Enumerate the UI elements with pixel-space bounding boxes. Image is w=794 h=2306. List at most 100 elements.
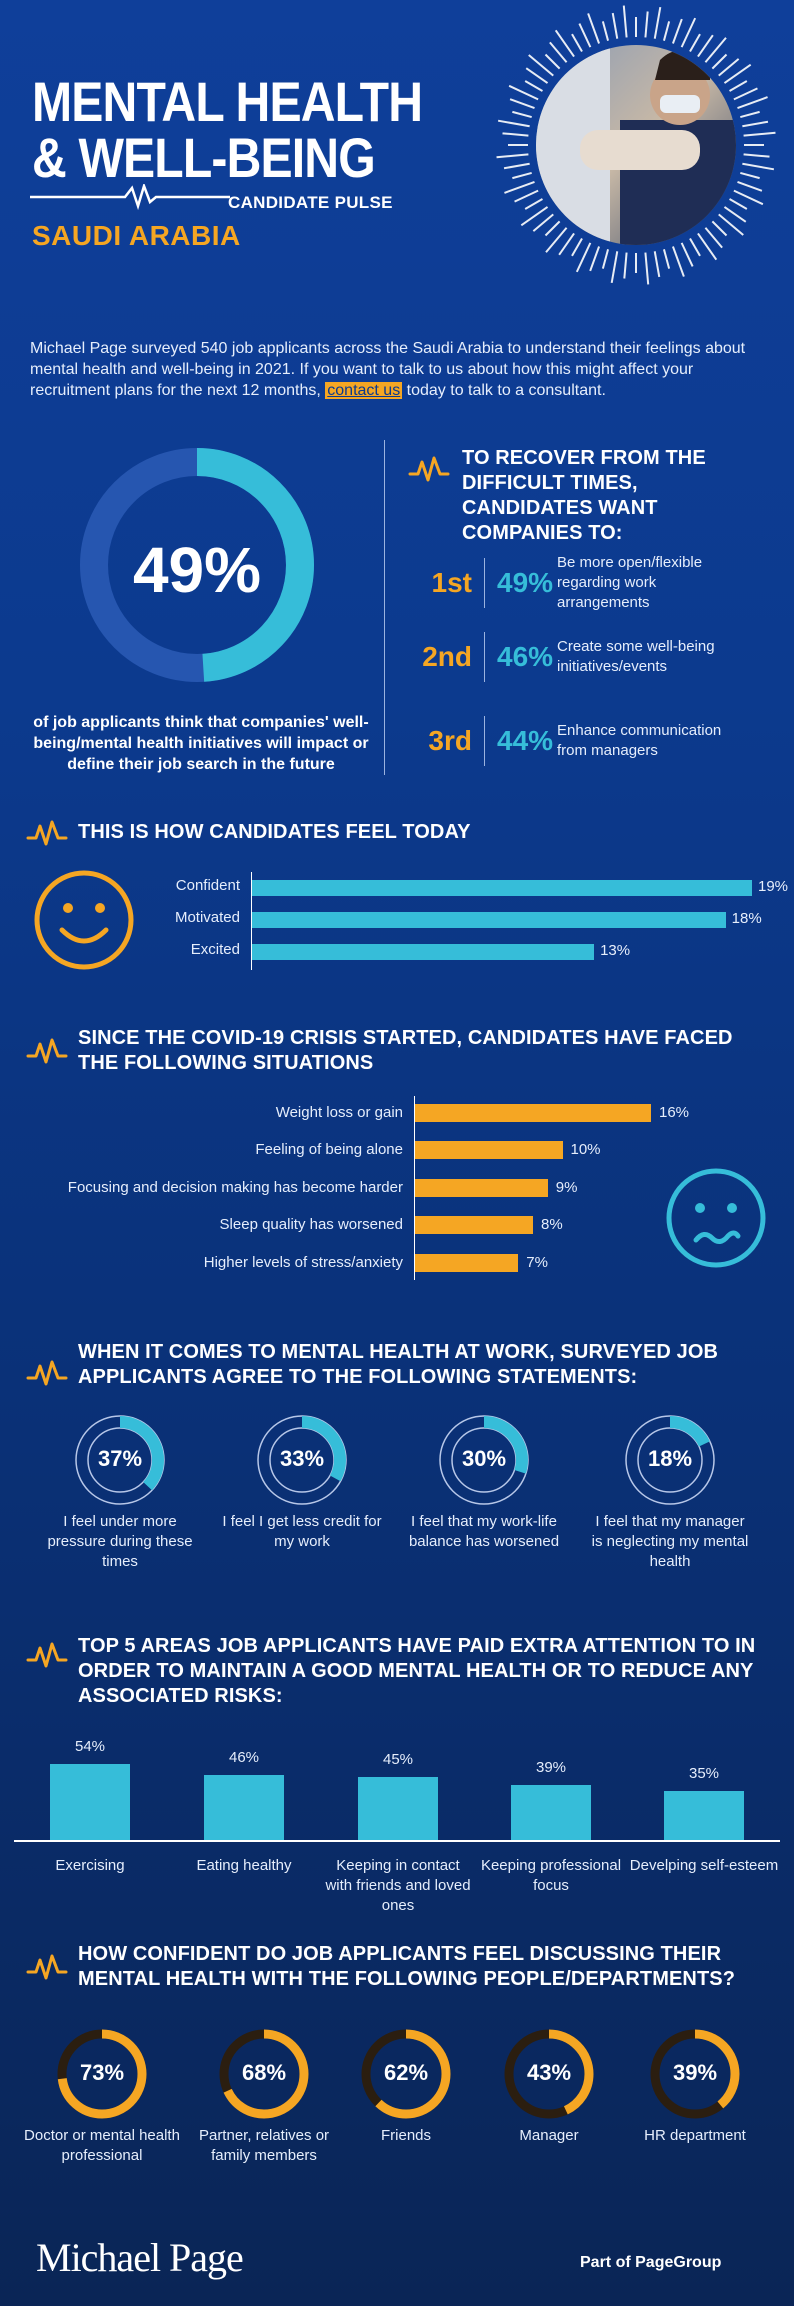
pulse-icon: [26, 820, 68, 846]
situation-bar-value: 8%: [541, 1216, 563, 1233]
smiley-face-icon: [34, 870, 134, 970]
recover-text: Create some well-being initiatives/event…: [557, 638, 715, 675]
part-of-pagegroup: Part of PageGroup: [580, 2254, 721, 2272]
pagegroup-brand: PageGroup: [635, 2254, 722, 2271]
situation-bar-value: 16%: [659, 1104, 690, 1121]
situation-bar: [415, 1179, 548, 1197]
ring-chart: [650, 2029, 740, 2119]
statement-label: I feel under more pressure during these …: [47, 1513, 193, 1570]
confidence-label: Friends: [380, 2127, 432, 2144]
ring-chart: [361, 2029, 451, 2119]
michael-page-logo: Michael Page: [36, 2235, 244, 2280]
ring-chart: [257, 1415, 347, 1505]
feel-bar-value: 13%: [600, 942, 631, 959]
statement-pct: 37%: [97, 1446, 143, 1471]
big-stat-value: 49%: [132, 534, 262, 606]
pulse-icon: [408, 456, 450, 482]
statement-pct: 33%: [279, 1446, 325, 1471]
statement-pct: 18%: [647, 1446, 693, 1471]
recover-rank: 3rd: [428, 725, 472, 756]
feel-bar: [252, 880, 752, 896]
feel-bar-value: 19%: [758, 878, 789, 895]
header-pulse-line: [30, 184, 230, 210]
confidence-pct: 39%: [672, 2060, 718, 2085]
recover-pct: 44%: [497, 725, 554, 756]
situation-bar-value: 10%: [570, 1141, 601, 1158]
rank-divider: [484, 558, 485, 608]
statement-label: I feel I get less credit for my work: [222, 1513, 382, 1550]
ring-chart: [75, 1415, 165, 1505]
situation-bar-label: Higher levels of stress/anxiety: [203, 1254, 403, 1271]
pulse-icon: [26, 1360, 68, 1386]
top5-heading: TOP 5 AREAS JOB APPLICANTS HAVE PAID EXT…: [78, 1635, 756, 1707]
pulse-icon: [26, 1038, 68, 1064]
recover-rank: 2nd: [422, 641, 472, 672]
ring-chart: [57, 2029, 147, 2119]
title-line-2: & WELL-BEING: [32, 126, 376, 189]
confidence-pct: 68%: [241, 2060, 287, 2085]
country-label: SAUDI ARABIA: [32, 220, 241, 251]
top5-bar: [664, 1790, 744, 1840]
rank-divider: [484, 632, 485, 682]
recover-item-2: 2nd 46% Create some well-being initiativ…: [412, 632, 772, 682]
situation-bar-label: Feeling of being alone: [255, 1141, 403, 1158]
feel-bar-label: Confident: [175, 877, 240, 894]
part-of-prefix: Part of: [580, 2254, 636, 2271]
top5-bar-value: 35%: [688, 1764, 720, 1782]
rank-divider: [484, 716, 485, 766]
intro-text: Michael Page surveyed 540 job applicants…: [30, 340, 746, 399]
intro-text-after: today to talk to a consultant.: [406, 382, 606, 399]
recover-text: Enhance communication from managers: [557, 722, 722, 759]
feel-bar-label: Excited: [190, 941, 240, 958]
recover-pct: 49%: [497, 567, 554, 598]
confidence-pct: 62%: [383, 2060, 429, 2085]
top5-bar: [204, 1775, 284, 1840]
top5-baseline: [14, 1840, 780, 1842]
feel-bar-value: 18%: [731, 910, 762, 927]
ring-chart: [504, 2029, 594, 2119]
intro-paragraph: Michael Page surveyed 540 job applicants…: [30, 338, 764, 401]
contact-us-link[interactable]: contact us: [325, 382, 403, 399]
recover-text: Be more open/flexible regarding work arr…: [557, 554, 703, 611]
feel-bar-label: Motivated: [174, 909, 240, 926]
pulse-icon: [26, 1642, 68, 1668]
top5-bar-label: Keeping in contact with friends and love…: [325, 1857, 471, 1914]
confidence-label: HR department: [644, 2127, 746, 2144]
recover-heading: TO RECOVER FROM THE DIFFICULT TIMES, CAN…: [462, 447, 706, 544]
recover-item-3: 3rd 44% Enhance communication from manag…: [412, 716, 772, 766]
situation-bar: [415, 1254, 519, 1272]
ring-chart: [625, 1415, 715, 1505]
top5-bar-value: 45%: [382, 1750, 414, 1768]
statement-label: I feel that my manager is neglecting my …: [591, 1513, 749, 1570]
worried-face-icon: [666, 1168, 766, 1268]
top5-bar-label: Develping self-esteem: [629, 1857, 779, 1874]
situation-bar-label: Weight loss or gain: [275, 1104, 403, 1121]
top5-bar-value: 39%: [535, 1759, 567, 1777]
statements-heading: WHEN IT COMES TO MENTAL HEALTH AT WORK, …: [78, 1341, 719, 1388]
big-stat-caption: of job applicants think that companies' …: [33, 714, 369, 773]
confidence-pct: 43%: [526, 2060, 572, 2085]
ring-chart: [219, 2029, 309, 2119]
title-line-1: MENTAL HEALTH: [32, 70, 423, 133]
confidence-label: Doctor or mental health professional: [24, 2127, 180, 2164]
top5-bar-value: 46%: [228, 1749, 260, 1767]
big-stat-donut: [80, 448, 314, 682]
feel-bar: [252, 944, 595, 960]
feel-axis: [251, 872, 252, 970]
confidence-label: Partner, relatives or family members: [198, 2127, 330, 2164]
header-photo: [496, 5, 776, 285]
candidate-pulse-label: CANDIDATE PULSE: [228, 193, 393, 212]
top5-bar: [511, 1785, 591, 1840]
situation-bar-label: Focusing and decision making has become …: [67, 1179, 403, 1196]
feel-bar: [252, 912, 726, 928]
situation-bar: [415, 1104, 651, 1122]
statement-label: I feel that my work-life balance has wor…: [408, 1513, 560, 1550]
top5-bar-label: Eating healthy: [196, 1857, 292, 1874]
situations-axis: [414, 1096, 415, 1280]
confidence-label: Manager: [519, 2127, 579, 2144]
situation-bar-label: Sleep quality has worsened: [219, 1216, 403, 1233]
top5-bar-label: Exercising: [55, 1857, 125, 1874]
situation-bar-value: 9%: [555, 1179, 578, 1196]
situation-bar: [415, 1216, 533, 1234]
situations-heading: SINCE THE COVID-19 CRISIS STARTED, CANDI…: [78, 1027, 733, 1074]
